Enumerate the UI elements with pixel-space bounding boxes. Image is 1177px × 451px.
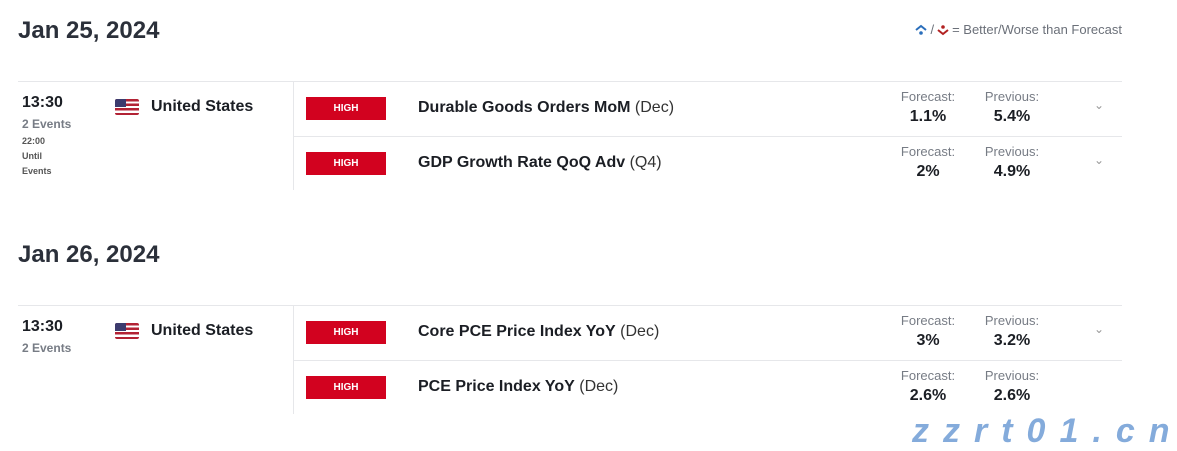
previous: Previous: 3.2% — [977, 313, 1047, 350]
us-flag-icon — [115, 323, 139, 339]
event-time: 13:30 — [22, 318, 63, 335]
previous: Previous: 2.6% — [977, 368, 1047, 405]
date-heading: Jan 25, 2024 — [18, 17, 160, 44]
forecast-value: 2.6% — [909, 387, 947, 404]
better-icon — [915, 24, 928, 35]
country-name: United States — [151, 322, 254, 339]
event-title: PCE Price Index YoY — [418, 378, 575, 395]
until-events: 22:00 Until Events — [22, 134, 52, 179]
previous-label: Previous: — [984, 368, 1040, 383]
importance-badge: HIGH — [306, 376, 386, 399]
previous-value: 3.2% — [993, 332, 1031, 349]
forecast-legend: / = Better/Worse than Forecast — [914, 22, 1122, 37]
group-info: 13:30 2 Events United States — [18, 306, 294, 414]
country-name: United States — [151, 98, 254, 115]
event-name: PCE Price Index YoY (Dec) — [418, 378, 618, 396]
date-heading: Jan 26, 2024 — [18, 241, 160, 268]
forecast-label: Forecast: — [900, 144, 956, 159]
forecast: Forecast: 2.6% — [893, 368, 963, 405]
legend-text: = Better/Worse than Forecast — [952, 22, 1122, 37]
event-title: Durable Goods Orders MoM — [418, 99, 631, 116]
event-row[interactable]: HIGH Durable Goods Orders MoM (Dec) Fore… — [294, 82, 1122, 136]
previous-value: 2.6% — [993, 387, 1031, 404]
event-title: Core PCE Price Index YoY — [418, 323, 616, 340]
until-label: Until — [22, 151, 42, 161]
slash: / — [930, 22, 935, 37]
event-name: GDP Growth Rate QoQ Adv (Q4) — [418, 154, 662, 172]
chevron-down-icon[interactable]: ⌄ — [1093, 322, 1104, 336]
forecast: Forecast: 3% — [893, 313, 963, 350]
event-row[interactable]: HIGH PCE Price Index YoY (Dec) Forecast:… — [294, 360, 1122, 415]
chevron-down-icon[interactable]: ⌄ — [1093, 98, 1104, 112]
watermark: zzrt01.cn — [912, 412, 1177, 450]
events-count: 2 Events — [22, 117, 72, 131]
forecast-label: Forecast: — [900, 313, 956, 328]
us-flag-icon — [115, 99, 139, 115]
forecast-value: 1.1% — [909, 108, 947, 125]
event-period: (Dec) — [620, 323, 660, 340]
forecast-value: 3% — [916, 332, 940, 349]
forecast-label: Forecast: — [900, 89, 956, 104]
event-period: (Dec) — [579, 378, 619, 395]
event-time: 13:30 — [22, 94, 63, 111]
event-group: 13:30 2 Events United States HIGH Core P… — [18, 305, 1122, 414]
event-name: Core PCE Price Index YoY (Dec) — [418, 323, 659, 341]
importance-badge: HIGH — [306, 152, 386, 175]
until-time: 22:00 — [22, 136, 46, 146]
forecast-value: 2% — [916, 163, 940, 180]
forecast: Forecast: 1.1% — [893, 89, 963, 126]
event-period: (Dec) — [634, 99, 675, 116]
previous-label: Previous: — [984, 144, 1040, 159]
previous-label: Previous: — [984, 313, 1040, 328]
until-label-2: Events — [22, 166, 52, 176]
importance-badge: HIGH — [306, 97, 386, 120]
event-group: 13:30 2 Events 22:00 Until Events United S… — [18, 81, 1122, 190]
previous: Previous: 4.9% — [977, 144, 1047, 181]
previous-value: 5.4% — [993, 108, 1031, 125]
previous-label: Previous: — [984, 89, 1040, 104]
chevron-down-icon[interactable]: ⌄ — [1093, 153, 1104, 167]
importance-badge: HIGH — [306, 321, 386, 344]
forecast: Forecast: 2% — [893, 144, 963, 181]
events-count: 2 Events — [22, 341, 72, 355]
previous: Previous: 5.4% — [977, 89, 1047, 126]
event-row[interactable]: HIGH GDP Growth Rate QoQ Adv (Q4) Foreca… — [294, 136, 1122, 191]
event-name: Durable Goods Orders MoM (Dec) — [418, 99, 674, 117]
event-row[interactable]: HIGH Core PCE Price Index YoY (Dec) Fore… — [294, 306, 1122, 360]
event-title: GDP Growth Rate QoQ Adv — [418, 154, 626, 171]
previous-value: 4.9% — [993, 163, 1031, 180]
event-period: (Q4) — [629, 154, 662, 171]
group-info: 13:30 2 Events 22:00 Until Events United S… — [18, 82, 294, 190]
worse-icon — [937, 24, 949, 35]
forecast-label: Forecast: — [900, 368, 956, 383]
